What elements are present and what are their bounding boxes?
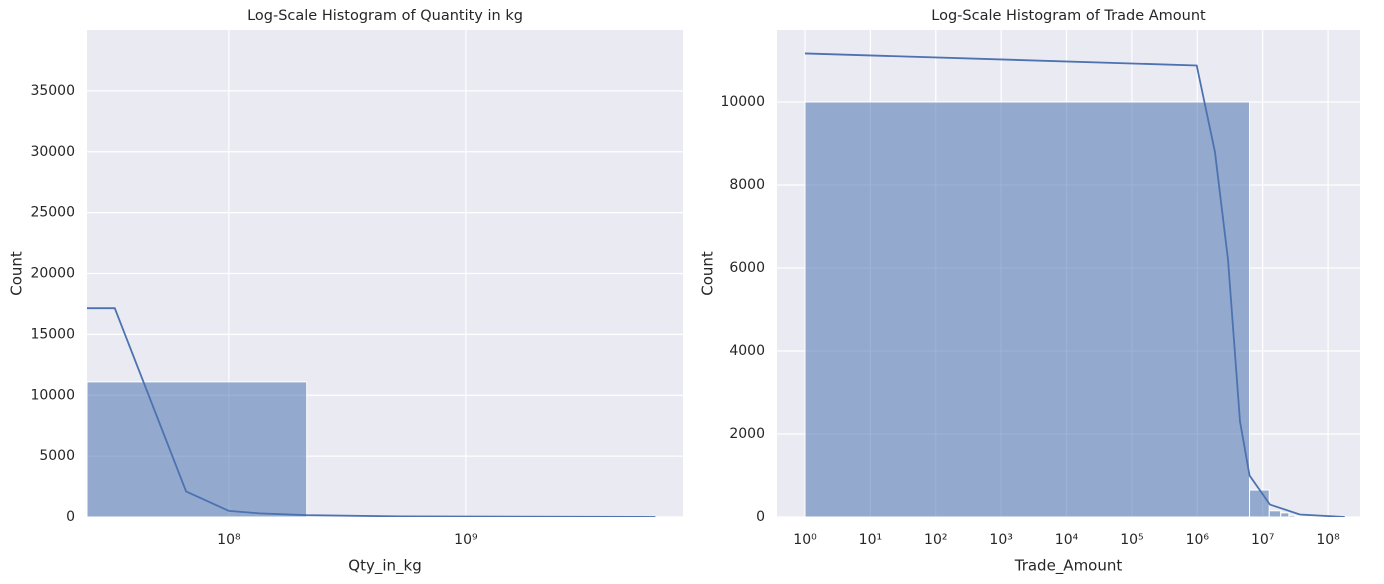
bar [1280,512,1290,517]
y-tick-label: 0 [756,509,765,525]
y-tick-label: 35000 [30,83,75,99]
x-tick-label: 10¹ [859,532,882,548]
x-tick-label: 10⁹ [454,532,478,548]
y-tick-label: 15000 [30,326,75,342]
y-tick-label: 6000 [729,260,765,276]
chart-title: Log-Scale Histogram of Trade Amount [931,8,1206,24]
bar [1249,489,1270,517]
x-tick-label: 10⁰ [793,532,817,548]
x-tick-label: 10⁶ [1186,532,1210,548]
x-axis-label: Trade_Amount [1014,557,1123,576]
bar [1288,514,1296,517]
y-tick-label: 2000 [729,426,765,442]
bar [1268,510,1282,517]
x-tick-label: 10⁵ [1120,532,1143,548]
bar [1294,515,1301,517]
x-tick-label: 10⁸ [1316,532,1340,548]
y-tick-label: 4000 [729,343,765,359]
x-tick-label: 10⁴ [1055,532,1079,548]
plot-marks [804,52,1345,517]
y-tick-label: 25000 [30,205,75,221]
x-tick-label: 10⁷ [1251,532,1274,548]
y-tick-label: 5000 [39,448,75,464]
y-tick-label: 0 [66,509,75,525]
y-tick-label: 10000 [30,387,75,403]
chart-title: Log-Scale Histogram of Quantity in kg [247,8,523,24]
x-tick-label: 10⁸ [217,532,241,548]
bar [804,101,1251,517]
plot-marks [87,307,683,517]
x-tick-label: 10³ [989,532,1012,548]
kde-line [87,307,656,517]
kde-line [804,52,1345,517]
x-tick-label: 10² [924,532,947,548]
y-tick-label: 20000 [30,266,75,282]
y-axis-label: Count [8,251,26,296]
y-tick-label: 8000 [729,177,765,193]
y-tick-label: 10000 [720,94,765,110]
x-axis-label: Qty_in_kg [348,557,421,576]
y-axis-label: Count [699,251,717,296]
y-tick-label: 30000 [30,144,75,160]
bar [87,381,308,517]
